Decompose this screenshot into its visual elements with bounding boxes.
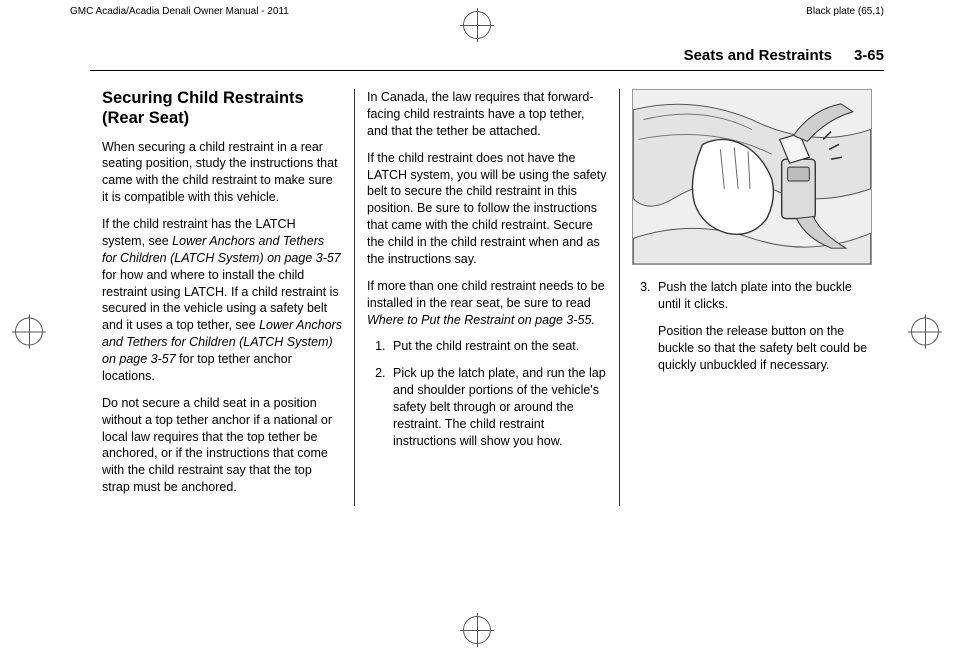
page-number: 3-65 — [854, 47, 884, 64]
cross-reference: Where to Put the Restraint on page 3-55. — [367, 313, 595, 327]
registration-mark-right — [910, 317, 940, 352]
text-fragment: Push the latch plate into the buckle unt… — [658, 280, 852, 311]
registration-mark-left — [14, 317, 44, 352]
running-header: Seats and Restraints 3-65 — [90, 47, 884, 71]
column-2: In Canada, the law requires that forward… — [354, 89, 619, 506]
column-3: Push the latch plate into the buckle unt… — [619, 89, 884, 506]
body-text: If more than one child restraint needs t… — [367, 278, 607, 329]
section-heading: Securing Child Restraints (Rear Seat) — [102, 89, 342, 129]
step-item: Push the latch plate into the buckle unt… — [654, 279, 872, 373]
body-text: When securing a child restraint in a rea… — [102, 139, 342, 207]
body-text: In Canada, the law requires that forward… — [367, 89, 607, 140]
column-1: Securing Child Restraints (Rear Seat) Wh… — [90, 89, 354, 506]
step-list: Put the child restraint on the seat. Pic… — [367, 338, 607, 449]
registration-mark-bottom — [462, 615, 492, 650]
step-item: Put the child restraint on the seat. — [389, 338, 607, 355]
body-text: Do not secure a child seat in a position… — [102, 395, 342, 496]
content-columns: Securing Child Restraints (Rear Seat) Wh… — [90, 89, 884, 506]
body-text: If the child restraint has the LATCH sys… — [102, 216, 342, 385]
text-fragment: If more than one child restraint needs t… — [367, 279, 605, 310]
seatbelt-buckle-illustration — [632, 89, 872, 265]
section-title: Seats and Restraints — [684, 47, 832, 64]
manual-title: GMC Acadia/Acadia Denali Owner Manual - … — [70, 6, 289, 17]
step-list: Push the latch plate into the buckle unt… — [632, 279, 872, 373]
registration-mark-top — [462, 10, 492, 43]
step-continuation: Position the release button on the buckl… — [658, 323, 872, 374]
plate-info: Black plate (65,1) — [806, 6, 884, 17]
body-text: If the child restraint does not have the… — [367, 150, 607, 268]
step-item: Pick up the latch plate, and run the lap… — [389, 365, 607, 449]
